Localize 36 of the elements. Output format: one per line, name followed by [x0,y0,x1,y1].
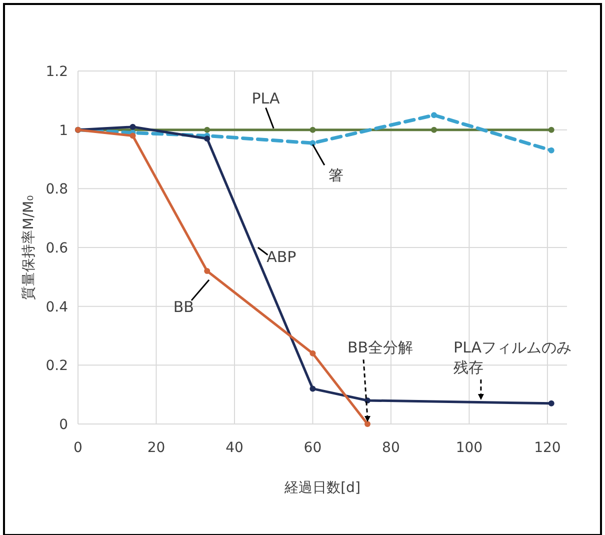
y-tick-label: 1.2 [46,64,68,80]
y-tick-label: 0.8 [46,182,68,198]
y-axis-title: 質量保持率M/M₀ [21,194,37,300]
annotation: BB全分解 [347,338,414,357]
x-tick-label: 60 [304,440,322,456]
point [310,350,316,356]
point [130,132,136,139]
point [548,126,554,133]
point [548,147,554,154]
y-tick-label: 0.4 [46,299,68,316]
point [364,421,370,427]
y-tick-label: 1 [59,122,68,139]
y-tick-label: 0.6 [46,240,68,256]
series-label: ABP [266,248,296,266]
y-tick-label: 0 [59,417,68,433]
x-tick-label: 80 [382,440,400,456]
x-tick-label: 100 [456,440,483,456]
point [130,124,136,130]
series-label: 箸 [328,166,344,184]
x-tick-label: 20 [147,440,166,456]
y-tick-label: 0.2 [46,358,68,374]
point [310,126,316,133]
point [310,386,316,392]
point [204,268,210,274]
x-tick-label: 120 [534,440,561,456]
point [548,400,554,406]
x-axis-title: 経過日数[d] [284,480,360,496]
point [430,126,437,133]
point [430,112,437,118]
x-tick-label: 40 [226,440,244,456]
series-label: BB [173,298,194,316]
x-tick-label: 0 [74,440,82,456]
point [204,136,210,142]
point [204,126,210,133]
annotation: PLAフィルムのみ残存 [454,338,572,377]
series-label: PLA [252,89,281,108]
